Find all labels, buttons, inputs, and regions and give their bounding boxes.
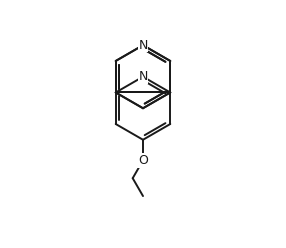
Text: O: O [138, 154, 148, 167]
Text: N: N [138, 39, 148, 52]
Text: N: N [138, 39, 148, 52]
Text: N: N [138, 70, 148, 83]
